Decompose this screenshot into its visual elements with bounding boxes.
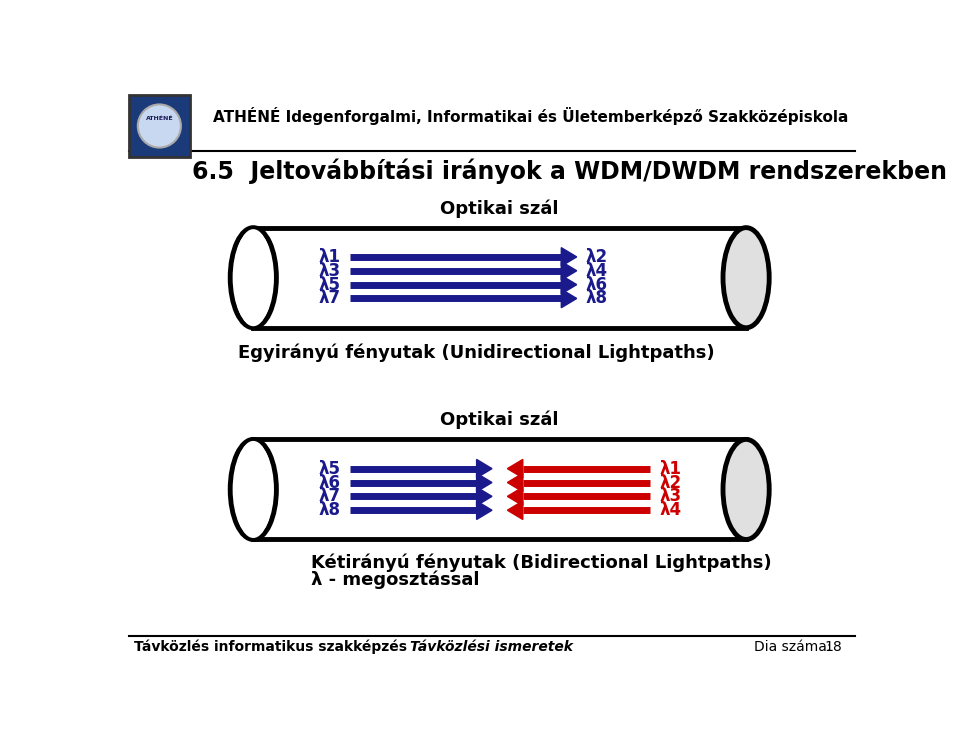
Polygon shape bbox=[562, 248, 577, 266]
Polygon shape bbox=[476, 501, 492, 519]
Ellipse shape bbox=[723, 228, 769, 328]
Bar bbox=[253, 228, 746, 328]
Polygon shape bbox=[476, 473, 492, 492]
Text: λ3: λ3 bbox=[318, 262, 340, 280]
Text: ATHÉNÉ Idegenforgalmi, Informatikai és Ületemberképző Szakközépiskola: ATHÉNÉ Idegenforgalmi, Informatikai és Ü… bbox=[213, 107, 849, 125]
Text: λ1: λ1 bbox=[660, 459, 681, 478]
Text: Egyirányú fényutak (Unidirectional Lightpaths): Egyirányú fényutak (Unidirectional Light… bbox=[238, 343, 715, 361]
Circle shape bbox=[138, 105, 180, 148]
Ellipse shape bbox=[230, 439, 276, 539]
Polygon shape bbox=[476, 459, 492, 478]
Text: λ5: λ5 bbox=[319, 275, 340, 294]
Text: λ8: λ8 bbox=[319, 502, 340, 519]
Text: Távközlés informatikus szakképzés: Távközlés informatikus szakképzés bbox=[134, 640, 407, 654]
Text: 18: 18 bbox=[825, 640, 842, 654]
Text: Optikai szál: Optikai szál bbox=[441, 411, 559, 430]
Polygon shape bbox=[562, 275, 577, 294]
Polygon shape bbox=[562, 261, 577, 280]
Text: λ3: λ3 bbox=[660, 487, 682, 505]
Text: λ - megosztással: λ - megosztással bbox=[311, 571, 480, 589]
Text: λ4: λ4 bbox=[660, 502, 682, 519]
Text: λ2: λ2 bbox=[586, 248, 608, 266]
Polygon shape bbox=[508, 501, 523, 519]
Ellipse shape bbox=[233, 441, 273, 538]
Text: Dia száma:: Dia száma: bbox=[754, 640, 831, 654]
FancyBboxPatch shape bbox=[129, 95, 190, 157]
Polygon shape bbox=[562, 289, 577, 308]
Ellipse shape bbox=[230, 228, 276, 328]
Text: Kétirányú fényutak (Bidirectional Lightpaths): Kétirányú fényutak (Bidirectional Lightp… bbox=[311, 554, 772, 572]
Polygon shape bbox=[476, 487, 492, 505]
Polygon shape bbox=[508, 473, 523, 492]
Text: Távközlési ismeretek: Távközlési ismeretek bbox=[411, 640, 573, 654]
Bar bbox=[253, 439, 746, 539]
Polygon shape bbox=[508, 459, 523, 478]
Text: λ7: λ7 bbox=[318, 289, 340, 307]
Text: λ6: λ6 bbox=[586, 275, 608, 294]
Polygon shape bbox=[508, 487, 523, 505]
Text: 6.5  Jeltovábbítási irányok a WDM/DWDM rendszerekben: 6.5 Jeltovábbítási irányok a WDM/DWDM re… bbox=[192, 159, 947, 184]
Text: ATHÉNÉ: ATHÉNÉ bbox=[146, 116, 173, 121]
Text: λ5: λ5 bbox=[319, 459, 340, 478]
Text: λ4: λ4 bbox=[586, 262, 608, 280]
Text: λ8: λ8 bbox=[586, 289, 608, 307]
Text: λ6: λ6 bbox=[319, 473, 340, 491]
Text: λ1: λ1 bbox=[319, 248, 340, 266]
Text: Optikai szál: Optikai szál bbox=[441, 199, 559, 217]
Text: λ7: λ7 bbox=[318, 487, 340, 505]
Ellipse shape bbox=[723, 439, 769, 539]
Ellipse shape bbox=[233, 229, 273, 326]
Text: λ2: λ2 bbox=[660, 473, 682, 491]
